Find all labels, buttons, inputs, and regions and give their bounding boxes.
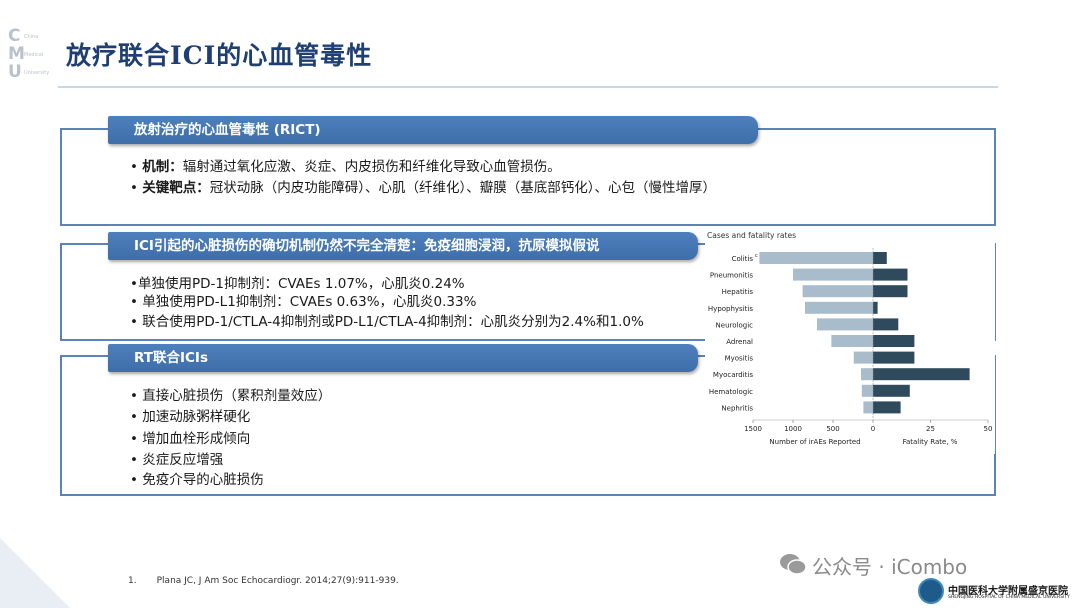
bullet: •: [130, 180, 138, 196]
category-label: Hematologic: [709, 388, 753, 396]
section-rt-ici-header: RT联合ICIs: [108, 344, 698, 372]
hospital-name-en: SHENGJING HOSPITAL OF CHINA MEDICAL UNIV…: [948, 595, 1070, 600]
left-tick-label: 1500: [744, 425, 762, 433]
line-text: 单独使用PD-L1抑制剂：CVAEs 0.63%，心肌炎0.33%: [142, 294, 477, 310]
section-ici-line: • 单独使用PD-L1抑制剂：CVAEs 0.63%，心肌炎0.33%: [130, 290, 476, 310]
bar-fatality-rate: [873, 285, 908, 298]
bar-fatality-rate: [873, 301, 878, 314]
line-text: 冠状动脉（内皮功能障碍）、心肌（纤维化）、瓣膜（基底部钙化）、心包（慢性增厚）: [209, 180, 717, 196]
bar-fatality-rate: [873, 268, 908, 281]
category-label: Hypophysitis: [708, 305, 753, 313]
category-label: Adrenal: [726, 338, 753, 346]
logo-word: Medical: [24, 52, 44, 58]
bullet: •: [130, 294, 138, 310]
line-text: 单独使用PD-1抑制剂：CVAEs 1.07%，心肌炎0.24%: [137, 276, 465, 292]
category-label: Nephritis: [721, 404, 753, 412]
section-rt-ici-line: • 加速动脉粥样硬化: [130, 405, 250, 425]
right-axis-label: Fatality Rate, %: [903, 438, 958, 446]
section-ici-line: •单独使用PD-1抑制剂：CVAEs 1.07%，心肌炎0.24%: [130, 272, 465, 292]
category-label: Neurologic: [716, 321, 754, 329]
hospital-name: 中国医科大学附属盛京医院: [948, 586, 1068, 597]
logo-word: University: [24, 70, 50, 76]
bar-fatality-rate: [873, 318, 899, 331]
bar-irae-count: [863, 401, 873, 414]
wechat-icon: [780, 554, 807, 575]
line-text: 增加血栓形成倾向: [142, 431, 251, 447]
watermark-text: 公众号 · iCombo: [812, 555, 968, 579]
bullet: •: [130, 159, 138, 175]
page-title: 放疗联合ICI的心血管毒性: [66, 41, 373, 70]
logo-word: China: [24, 34, 39, 40]
reference: 1. Plana JC, J Am Soc Echocardiogr. 2014…: [128, 576, 399, 586]
bar-irae-count: [759, 252, 873, 264]
bullet: •: [130, 276, 138, 292]
bar-irae-count: [853, 351, 873, 364]
line-text: 辐射通过氧化应激、炎症、内皮损伤和纤维化导致心血管损伤。: [182, 159, 561, 175]
bar-irae-count: [805, 301, 873, 314]
category-superscript: c: [755, 253, 758, 259]
category-label: Hepatitis: [722, 288, 754, 296]
cmu-logo: C China M Medical U University: [8, 28, 66, 84]
category-label: Colitis: [732, 255, 754, 263]
section-rt-ici-line: • 免疫介导的心脏损伤: [130, 468, 264, 488]
irae-chart-svg: Cases and fatality rates Colitis c Pneumoni…: [707, 231, 993, 446]
corner-decoration: [0, 538, 70, 608]
line-label: 机制：: [142, 159, 183, 175]
bar-fatality-rate: [873, 335, 915, 347]
section-ici-header: ICI引起的心脏损伤的确切机制仍然不完全清楚：免疫细胞浸润，抗原模拟假说: [108, 232, 698, 260]
bar-fatality-rate: [873, 351, 915, 364]
reference-number: 1.: [128, 576, 137, 586]
bar-fatality-rate: [873, 401, 901, 414]
left-tick-label: 0: [871, 425, 875, 433]
bar-irae-count: [861, 368, 873, 381]
bar-irae-count: [817, 318, 873, 331]
logo-letter: M: [8, 44, 25, 64]
hospital-logo: [918, 578, 944, 604]
bar-irae-count: [831, 335, 873, 347]
title-divider: [58, 86, 998, 88]
line-text: 炎症反应增强: [142, 452, 224, 468]
section-rt-ici-line: • 炎症反应增强: [130, 448, 223, 468]
bullet: •: [130, 388, 138, 404]
category-label: Myocarditis: [713, 371, 753, 379]
bar-fatality-rate: [873, 252, 887, 264]
irae-chart: Cases and fatality rates Colitis c Pneumoni…: [705, 226, 995, 454]
section-ici-line: • 联合使用PD-1/CTLA-4抑制剂或PD-L1/CTLA-4抑制剂：心肌炎…: [130, 310, 644, 330]
reference-text: Plana JC, J Am Soc Echocardiogr. 2014;27…: [156, 576, 399, 586]
category-label: Myositis: [725, 355, 754, 363]
line-text: 联合使用PD-1/CTLA-4抑制剂或PD-L1/CTLA-4抑制剂：心肌炎分别…: [142, 314, 644, 330]
logo-letter: C: [8, 26, 21, 46]
section-rt-ici-line: • 直接心脏损伤（累积剂量效应）: [130, 384, 331, 404]
category-label: Pneumonitis: [710, 272, 753, 280]
bar-fatality-rate: [873, 384, 910, 397]
left-axis-label: Number of irAEs Reported: [769, 438, 860, 446]
line-label: 关键靶点：: [142, 180, 210, 196]
bullet: •: [130, 452, 138, 468]
left-tick-label: 1000: [784, 425, 802, 433]
bar-irae-count: [861, 384, 873, 397]
bullet: •: [130, 409, 138, 425]
logo-letter: U: [8, 62, 22, 82]
section-rict-line: • 机制：辐射通过氧化应激、炎症、内皮损伤和纤维化导致心血管损伤。: [130, 155, 561, 175]
bullet: •: [130, 314, 138, 330]
bar-irae-count: [793, 268, 873, 281]
bullet: •: [130, 431, 138, 447]
line-text: 免疫介导的心脏损伤: [142, 472, 264, 488]
section-rict-header: 放射治疗的心血管毒性 (RICT): [108, 116, 758, 144]
section-rict-line: • 关键靶点：冠状动脉（内皮功能障碍）、心肌（纤维化）、瓣膜（基底部钙化）、心包…: [130, 176, 716, 196]
chart-title: Cases and fatality rates: [707, 231, 796, 240]
right-tick-label: 50: [984, 425, 993, 433]
line-text: 直接心脏损伤（累积剂量效应）: [142, 388, 332, 404]
section-rt-ici-line: • 增加血栓形成倾向: [130, 427, 250, 447]
line-text: 加速动脉粥样硬化: [142, 409, 251, 425]
right-tick-label: 25: [926, 425, 935, 433]
bar-irae-count: [802, 285, 873, 298]
bar-fatality-rate: [873, 368, 970, 381]
bullet: •: [130, 472, 138, 488]
left-tick-label: 500: [826, 425, 839, 433]
